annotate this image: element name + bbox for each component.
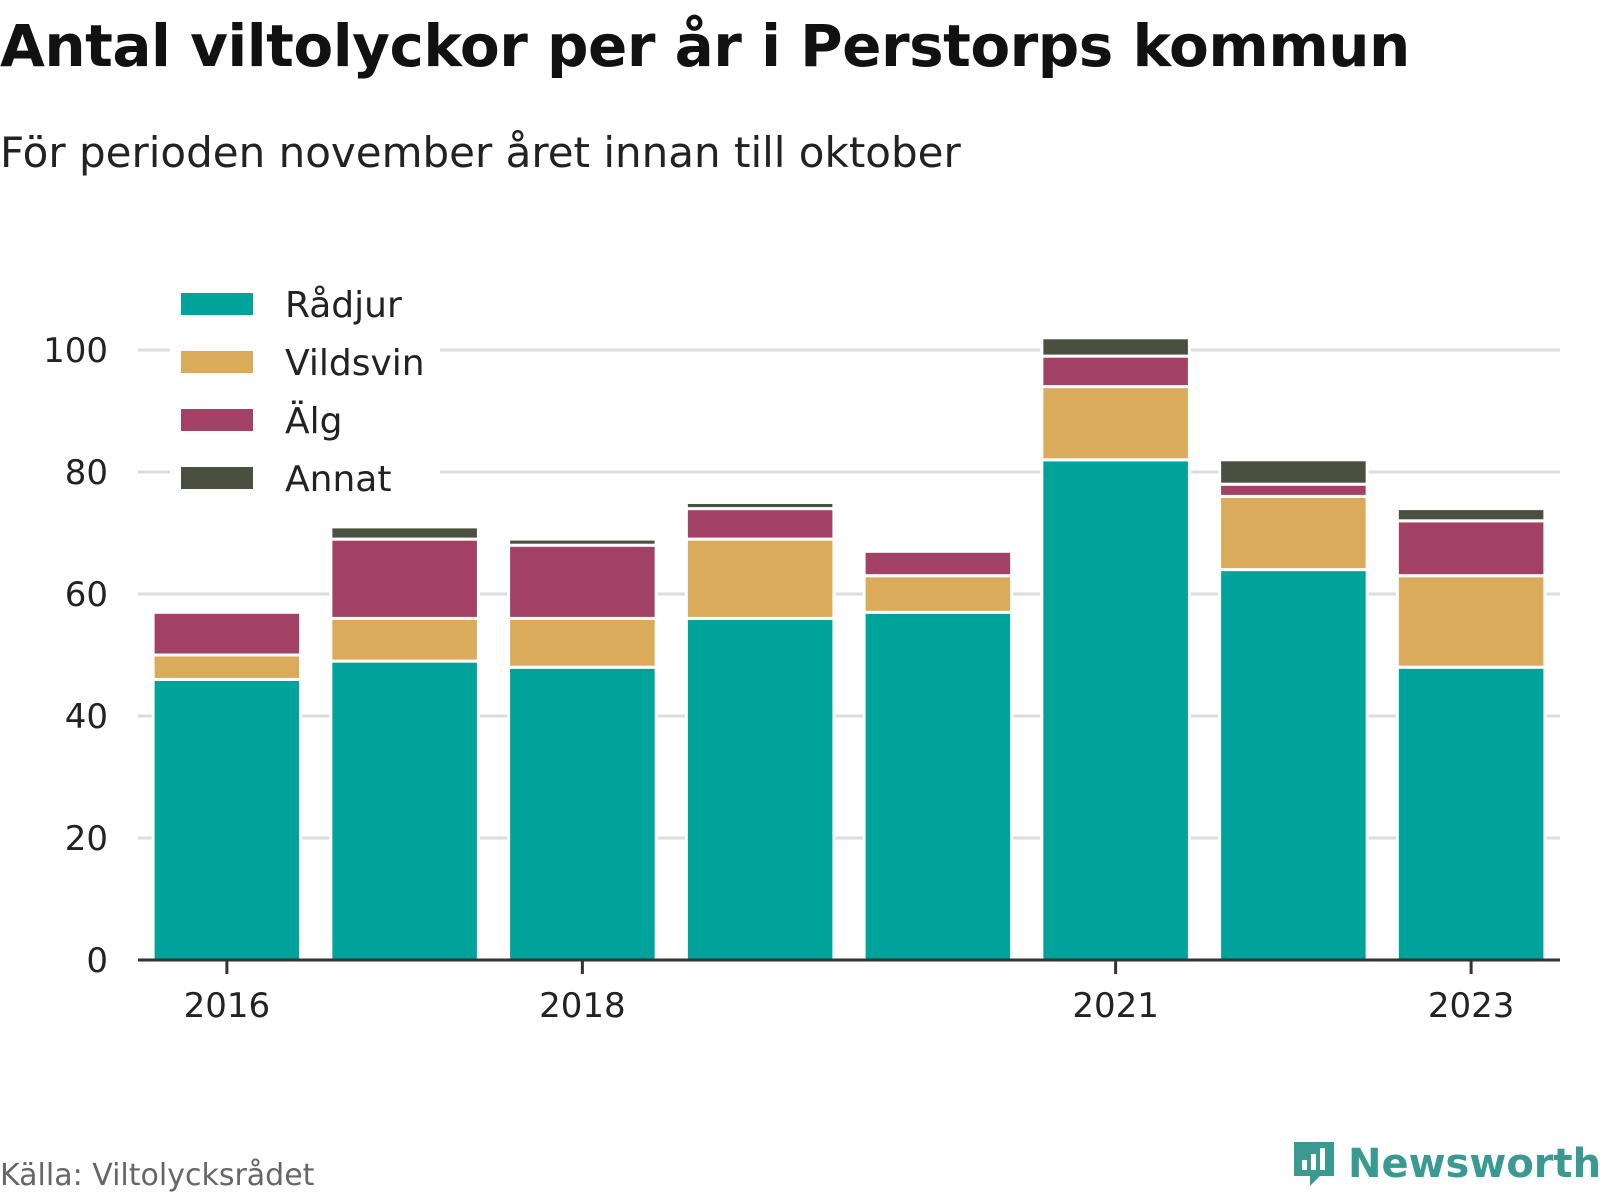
bar-2018-Vildsvin <box>507 616 658 669</box>
bar-2021-Vildsvin <box>1040 385 1191 462</box>
chart-subtitle: För perioden november året innan till ok… <box>0 128 961 177</box>
y-tick-label-40: 40 <box>65 697 108 737</box>
legend-swatch-Rådjur <box>181 293 253 315</box>
bar-2023-Vildsvin <box>1395 574 1547 669</box>
y-tick-label-100: 100 <box>43 331 108 371</box>
legend-label-Vildsvin: Vildsvin <box>285 343 425 384</box>
bar-2020-Älg <box>862 549 1014 578</box>
y-tick-label-0: 0 <box>86 941 108 981</box>
legend-label-Älg: Älg <box>285 400 342 442</box>
x-tick-label-2021: 2021 <box>1072 986 1159 1026</box>
bar-2021-Rådjur <box>1040 458 1191 962</box>
bar-2020-Vildsvin <box>862 574 1014 614</box>
legend: Rådjur Vildsvin Älg Annat <box>170 280 440 500</box>
bar-2019-Älg <box>684 507 836 541</box>
x-axis: 2016 2018 2021 2023 <box>138 958 1560 1026</box>
legend-swatch-Annat <box>181 467 253 489</box>
bar-2017-Vildsvin <box>329 616 480 663</box>
legend-swatch-Älg <box>181 409 253 431</box>
bar-2017-Älg <box>329 537 480 620</box>
brand-name: Newsworthy <box>1348 1141 1600 1187</box>
bar-2019-Rådjur <box>684 616 836 962</box>
x-tick-label-2018: 2018 <box>539 986 626 1026</box>
legend-label-Annat: Annat <box>285 459 391 500</box>
bar-2018-Rådjur <box>507 665 658 962</box>
x-tick-label-2016: 2016 <box>184 986 271 1026</box>
bar-2023-Rådjur <box>1395 665 1547 962</box>
newsworthy-logo-icon <box>1294 1142 1334 1186</box>
source-note: Källa: Viltolycksrådet <box>0 1158 315 1193</box>
bar-2021-Annat <box>1040 336 1191 358</box>
bar-2017-Rådjur <box>329 659 480 962</box>
legend-background <box>170 280 440 500</box>
bar-2023-Älg <box>1395 519 1547 578</box>
legend-label-Rådjur: Rådjur <box>285 285 402 326</box>
bar-2023-Annat <box>1395 507 1547 523</box>
y-tick-labels: 0 20 40 60 80 100 <box>43 331 108 981</box>
bar-2017-Annat <box>329 525 480 541</box>
bar-2022-Annat <box>1218 458 1369 486</box>
stacked-bar-chart: 0 20 40 60 80 100 2016 2018 2021 2023 Rådjur Vild… <box>43 280 1560 1026</box>
y-tick-label-80: 80 <box>65 453 108 493</box>
bars <box>151 336 1547 962</box>
bar-2018-Älg <box>507 543 658 620</box>
bar-2019-Annat <box>684 501 836 511</box>
bar-2021-Älg <box>1040 354 1191 389</box>
bar-2016-Rådjur <box>151 677 303 962</box>
bar-2022-Vildsvin <box>1218 494 1369 572</box>
bar-2018-Annat <box>507 537 658 547</box>
y-tick-label-60: 60 <box>65 575 108 615</box>
bar-2019-Vildsvin <box>684 537 836 620</box>
y-tick-label-20: 20 <box>65 819 108 859</box>
bar-2016-Älg <box>151 610 303 657</box>
bar-2016-Vildsvin <box>151 653 303 681</box>
newsworthy-logo[interactable]: Newsworthy <box>1290 1138 1600 1190</box>
chart-title: Antal viltolyckor per år i Perstorps kom… <box>0 12 1410 80</box>
bar-2022-Rådjur <box>1218 568 1369 962</box>
bar-2020-Rådjur <box>862 610 1014 962</box>
x-tick-label-2023: 2023 <box>1428 986 1515 1026</box>
legend-swatch-Vildsvin <box>181 351 253 373</box>
bar-2022-Älg <box>1218 482 1369 498</box>
